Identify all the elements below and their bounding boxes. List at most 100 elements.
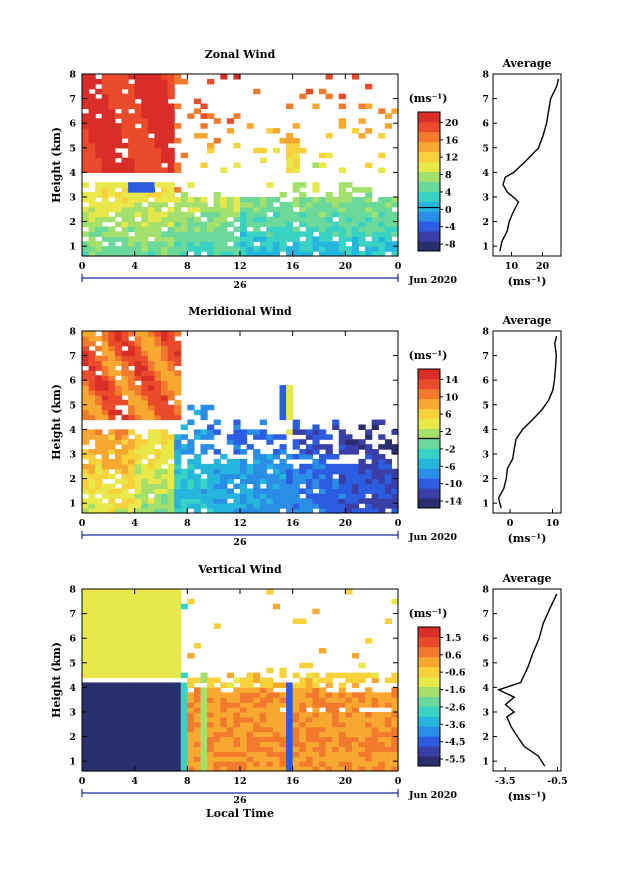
heatmap-cell	[161, 716, 169, 723]
heatmap-cell	[121, 493, 129, 499]
heatmap-cell	[95, 508, 103, 514]
heatmap-cell	[279, 221, 287, 228]
avg-x-label: (ms⁻¹)	[508, 275, 547, 288]
heatmap-cell	[272, 726, 281, 733]
heatmap-cell	[174, 375, 182, 381]
heatmap-cell	[233, 721, 241, 728]
heatmap-cell	[272, 488, 281, 494]
heatmap-cell	[88, 206, 96, 213]
heatmap-cell	[193, 488, 202, 494]
heatmap-cell	[88, 147, 96, 154]
heatmap-cell	[200, 726, 208, 733]
heatmap-cell	[167, 370, 175, 376]
heatmap-cell	[161, 118, 169, 124]
heatmap-cell	[305, 236, 314, 242]
heatmap-cell	[108, 335, 116, 342]
heatmap-cell	[141, 157, 149, 164]
colorbar-swatch	[418, 112, 440, 123]
heatmap-cell	[193, 463, 202, 470]
heatmap-cell	[95, 731, 103, 738]
heatmap-cell	[299, 93, 307, 100]
heatmap-cell	[141, 726, 149, 733]
heatmap-cell	[207, 741, 215, 748]
heatmap-cell	[286, 162, 294, 169]
heatmap-cell	[95, 118, 103, 124]
heatmap-cell	[95, 216, 103, 223]
heatmap-cell	[332, 741, 340, 748]
heatmap-cell	[207, 251, 215, 257]
heatmap-cell	[134, 83, 142, 90]
heatmap-cell	[161, 187, 169, 193]
heatmap-cell	[174, 162, 182, 169]
heatmap-cell	[121, 360, 129, 367]
y-tick-label: 6	[69, 119, 76, 130]
heatmap-cell	[286, 736, 294, 743]
heatmap-cell	[82, 439, 90, 445]
heatmap-cell	[226, 761, 235, 767]
heatmap-cell	[121, 478, 129, 485]
heatmap-cell	[200, 751, 208, 757]
heatmap-cell	[365, 226, 373, 233]
heatmap-cell	[128, 736, 136, 743]
panel-title: Vertical Wind	[197, 563, 282, 576]
heatmap-cell	[147, 365, 156, 371]
heatmap-cell	[147, 182, 156, 188]
heatmap-cell	[82, 613, 90, 620]
heatmap-cell	[371, 424, 379, 430]
heatmap-cell	[378, 478, 386, 485]
heatmap-cell	[378, 458, 386, 465]
heatmap-cell	[378, 488, 386, 494]
heatmap-cell	[101, 483, 109, 490]
heatmap-cell	[299, 731, 307, 738]
heatmap-cell	[147, 404, 156, 411]
heatmap-cell	[358, 716, 366, 723]
heatmap-cell	[299, 726, 307, 733]
heatmap-cell	[154, 128, 162, 134]
heatmap-cell	[272, 508, 281, 514]
heatmap-cell	[220, 206, 228, 213]
heatmap-cell	[358, 236, 366, 242]
heatmap-cell	[213, 231, 221, 237]
heatmap-cell	[286, 221, 294, 228]
heatmap-cell	[134, 335, 142, 342]
heatmap-cell	[180, 152, 188, 159]
heatmap-cell	[226, 473, 235, 480]
heatmap-cell	[174, 458, 182, 465]
heatmap-cell	[154, 206, 162, 213]
heatmap-cell	[272, 473, 281, 480]
heatmap-cell	[95, 251, 103, 257]
avg-y-tick-label: 1	[482, 499, 489, 510]
heatmap-cell	[121, 721, 129, 728]
heatmap-cell	[108, 662, 116, 669]
heatmap-cell	[161, 74, 169, 80]
heatmap-cell	[82, 434, 90, 440]
heatmap-cell	[95, 702, 103, 708]
heatmap-cell	[167, 697, 175, 703]
heatmap-cell	[332, 493, 340, 499]
heatmap-cell	[358, 424, 366, 430]
heatmap-cell	[319, 211, 327, 218]
heatmap-cell	[213, 751, 221, 757]
colorbar-tick-label: 4	[445, 187, 452, 198]
heatmap-cell	[134, 623, 142, 629]
heatmap-cell	[108, 449, 116, 455]
heatmap-cell	[121, 657, 129, 664]
heatmap-cell	[240, 493, 248, 499]
heatmap-cell	[114, 613, 123, 620]
heatmap-cell	[200, 483, 208, 490]
heatmap-cell	[286, 236, 294, 242]
heatmap-cell	[134, 360, 142, 367]
heatmap-cell	[226, 682, 235, 688]
heatmap-cell	[141, 404, 149, 411]
heatmap-cell	[240, 439, 248, 445]
heatmap-cell	[279, 231, 287, 237]
heatmap-cell	[319, 483, 327, 490]
heatmap-cell	[101, 83, 109, 90]
heatmap-cell	[134, 196, 142, 203]
heatmap-cell	[101, 201, 109, 208]
heatmap-cell	[101, 236, 109, 242]
heatmap-cell	[200, 404, 208, 411]
heatmap-cell	[174, 246, 182, 252]
heatmap-cell	[88, 692, 96, 698]
heatmap-cell	[154, 375, 162, 381]
